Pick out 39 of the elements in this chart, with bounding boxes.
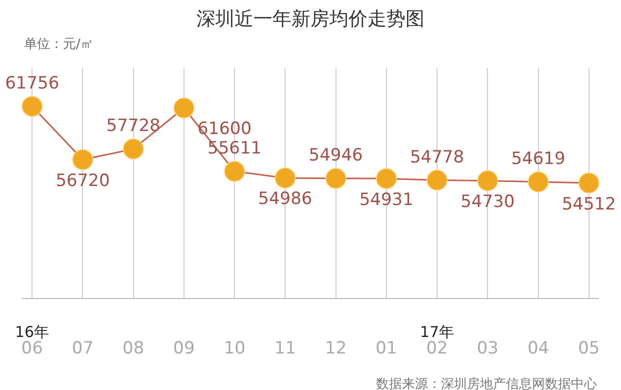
point xyxy=(173,97,194,118)
text: 单位：元/㎡ xyxy=(24,37,94,52)
x-tick-label: 03 xyxy=(476,338,498,358)
point xyxy=(122,138,144,160)
data-label: 57728 xyxy=(106,116,160,136)
x-tick-label: 05 xyxy=(578,338,600,358)
data-label: 54946 xyxy=(308,146,363,166)
data-label: 54986 xyxy=(258,189,312,210)
x-tick-label: 01 xyxy=(376,338,398,358)
x-tick-label: 10 xyxy=(224,338,246,358)
point xyxy=(325,168,346,189)
text: 17年 xyxy=(420,323,454,341)
chart-title: 深圳近一年新房均价走势图 xyxy=(196,8,424,30)
x-tick-label: 12 xyxy=(324,338,347,358)
data-label: 61756 xyxy=(5,74,60,94)
source-note: 数据来源：深圳房地产信息网数据中心 xyxy=(376,376,597,390)
point xyxy=(528,171,549,192)
point xyxy=(274,167,296,188)
x-tick-label: 06 xyxy=(21,338,43,358)
x-tick-label: 02 xyxy=(426,338,448,358)
x-tick-label: 09 xyxy=(173,338,195,358)
point xyxy=(72,149,94,170)
text: 16年 xyxy=(15,323,50,341)
point xyxy=(426,170,448,191)
x-tick-label: 08 xyxy=(122,338,144,358)
x-tick-label: 07 xyxy=(72,338,94,358)
data-label: 54778 xyxy=(410,147,464,168)
point xyxy=(477,170,498,192)
point xyxy=(224,160,246,182)
point xyxy=(578,172,600,194)
x-tick-label: 04 xyxy=(527,338,550,358)
data-label: 54730 xyxy=(460,192,515,212)
data-label: 56720 xyxy=(56,170,110,191)
data-label: 54619 xyxy=(511,149,566,170)
point xyxy=(22,96,43,117)
data-label: 54512 xyxy=(562,194,616,214)
point xyxy=(376,168,397,190)
data-label: 54931 xyxy=(359,190,414,210)
x-tick-label: 11 xyxy=(274,338,296,358)
